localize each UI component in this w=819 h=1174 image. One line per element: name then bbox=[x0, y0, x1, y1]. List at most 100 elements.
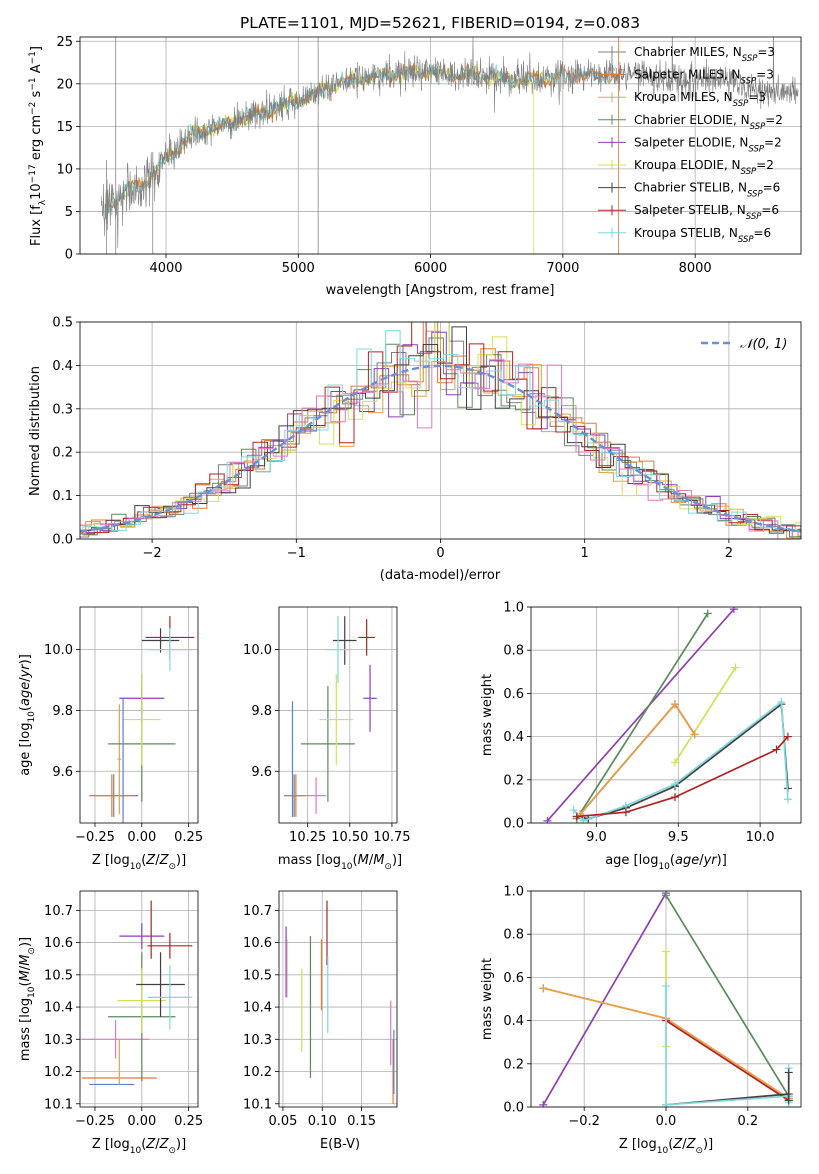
x-tick-label: 0 bbox=[436, 546, 444, 561]
grid-ebv-mass bbox=[279, 891, 397, 1107]
legend-label: Chabrier STELIB, NSSP=6 bbox=[634, 181, 780, 200]
weight-point bbox=[662, 982, 670, 991]
weight-series-line bbox=[576, 736, 789, 818]
y-tick-label: 25 bbox=[56, 35, 73, 50]
y-axis-label: mass weight bbox=[480, 674, 495, 756]
weight-point bbox=[671, 758, 679, 767]
y-tick-label: 0 bbox=[65, 248, 73, 263]
x-tick-label: 9.0 bbox=[586, 830, 607, 845]
y-tick-label: 15 bbox=[56, 120, 73, 135]
weight-point bbox=[621, 808, 630, 817]
axes-frame bbox=[79, 36, 802, 255]
weight-point bbox=[572, 812, 581, 821]
weight-series-line bbox=[674, 667, 737, 763]
weight-point bbox=[703, 609, 712, 618]
histogram-step bbox=[80, 322, 801, 538]
y-tick-label: 0.2 bbox=[503, 773, 524, 788]
y-tick-label: 10.3 bbox=[44, 1033, 73, 1048]
plot-area-mass-age bbox=[284, 616, 377, 817]
x-tick-label: 2 bbox=[725, 546, 733, 561]
weight-point bbox=[690, 730, 699, 739]
y-tick-label: 10.7 bbox=[44, 904, 73, 919]
axes-age-weight: 9.0 9.5 10.0 0.0 0.2 0.4 0.6 0.8 1.0 bbox=[503, 601, 802, 845]
x-tick-label: −0.25 bbox=[75, 830, 115, 845]
axes-z-weight: −0.2 0.0 0.2 0.0 0.2 0.4 0.6 0.8 1.0 bbox=[503, 885, 802, 1129]
y-tick-label: 10.7 bbox=[243, 904, 272, 919]
y-tick-label: 0.2 bbox=[503, 1057, 524, 1072]
x-tick-label: 4000 bbox=[149, 261, 182, 276]
x-tick-label: 0.25 bbox=[174, 830, 203, 845]
x-axis-label: Z [log10(Z/Z⊙)] bbox=[92, 853, 186, 872]
y-tick-label: 10.2 bbox=[44, 1065, 73, 1080]
y-tick-label: 0.3 bbox=[52, 402, 73, 417]
plot-area-z-weight bbox=[539, 891, 793, 1107]
y-tick-label: 10.0 bbox=[243, 643, 272, 658]
axes-spectrum: 4000 5000 6000 7000 8000 0 5 10 15 20 25 bbox=[56, 35, 802, 276]
weight-series-line bbox=[546, 608, 735, 822]
x-tick-label: 8000 bbox=[679, 261, 712, 276]
y-tick-label: 10.4 bbox=[243, 1001, 272, 1016]
x-axis-label: mass [log10(M/M⊙)] bbox=[278, 853, 402, 872]
legend-label: Kroupa STELIB, NSSP=6 bbox=[634, 226, 771, 245]
legend-label: Chabrier MILES, NSSP=3 bbox=[634, 45, 775, 64]
x-tick-label: 0.10 bbox=[308, 1114, 337, 1129]
weight-point bbox=[579, 816, 588, 823]
y-tick-label: 0.0 bbox=[503, 817, 524, 832]
legend-label: Kroupa ELODIE, NSSP=2 bbox=[634, 158, 774, 177]
axes-z-mass: −0.25 0.00 0.25 10.1 10.2 10.3 10.4 10.5 10.6 10.… bbox=[44, 890, 203, 1129]
legend-label: Salpeter ELODIE, NSSP=2 bbox=[634, 135, 782, 154]
y-tick-label: 0.4 bbox=[503, 1014, 524, 1029]
plot-area-z-age bbox=[89, 616, 195, 823]
y-tick-label: 10.1 bbox=[243, 1097, 272, 1112]
x-tick-label: −1 bbox=[287, 546, 306, 561]
y-tick-label: 10.5 bbox=[243, 968, 272, 983]
y-tick-label: 0.0 bbox=[503, 1101, 524, 1116]
plot-area-age-weight bbox=[543, 607, 792, 823]
y-axis-label: age [log10(age/yr)] bbox=[18, 654, 37, 776]
x-axis-label: wavelength [Angstrom, rest frame] bbox=[326, 283, 555, 298]
axes-residuals: −2 −1 0 1 2 0.0 0.1 0.2 0.3 0.4 0.5 bbox=[52, 316, 802, 561]
y-tick-label: 0.4 bbox=[503, 730, 524, 745]
y-axis-label: mass [log10(M/M⊙)] bbox=[18, 937, 37, 1061]
spectrum-legend: Chabrier MILES, NSSP=3 Salpeter MILES, NS… bbox=[598, 45, 783, 245]
x-tick-label: 0.00 bbox=[127, 830, 156, 845]
x-tick-label: −2 bbox=[143, 546, 162, 561]
plot-area-z-mass bbox=[81, 900, 193, 1086]
axes-z-age: −0.25 0.00 0.25 9.6 9.8 10.0 bbox=[44, 606, 203, 845]
x-tick-label: 5000 bbox=[282, 261, 315, 276]
y-tick-label: 0.1 bbox=[52, 489, 73, 504]
y-tick-label: 10.4 bbox=[44, 1001, 73, 1016]
legend-label: Salpeter STELIB, NSSP=6 bbox=[634, 203, 779, 222]
y-tick-label: 0.0 bbox=[52, 533, 73, 548]
chart-title: PLATE=1101, MJD=52621, FIBERID=0194, z=0… bbox=[240, 14, 640, 32]
weight-point bbox=[729, 607, 738, 614]
x-tick-label: 1 bbox=[581, 546, 589, 561]
weight-point bbox=[569, 806, 578, 815]
weight-point bbox=[784, 1068, 793, 1077]
y-tick-label: 0.2 bbox=[52, 446, 73, 461]
y-tick-label: 10.1 bbox=[44, 1097, 73, 1112]
axes-frame bbox=[530, 606, 802, 824]
y-tick-label: 9.6 bbox=[251, 765, 272, 780]
y-tick-label: 5 bbox=[65, 205, 73, 220]
x-tick-label: 0.15 bbox=[347, 1114, 376, 1129]
axes-frame bbox=[79, 321, 802, 540]
weight-point bbox=[671, 793, 679, 802]
legend-label: Salpeter MILES, NSSP=3 bbox=[634, 68, 774, 87]
y-tick-label: 0.8 bbox=[503, 644, 524, 659]
x-axis-label: (data-model)/error bbox=[380, 568, 501, 583]
x-tick-label: 7000 bbox=[546, 261, 579, 276]
x-tick-label: 10.50 bbox=[331, 830, 368, 845]
y-tick-label: 9.8 bbox=[251, 704, 272, 719]
x-tick-label: −0.2 bbox=[568, 1114, 600, 1129]
x-tick-label: 10.25 bbox=[289, 830, 326, 845]
x-tick-label: 10.0 bbox=[746, 830, 775, 845]
y-tick-label: 10 bbox=[56, 162, 73, 177]
weight-series-line bbox=[572, 700, 789, 822]
spectrum-data-line bbox=[100, 37, 799, 249]
weight-point bbox=[671, 700, 679, 709]
axes-frame bbox=[278, 606, 398, 824]
y-tick-label: 9.6 bbox=[52, 765, 73, 780]
